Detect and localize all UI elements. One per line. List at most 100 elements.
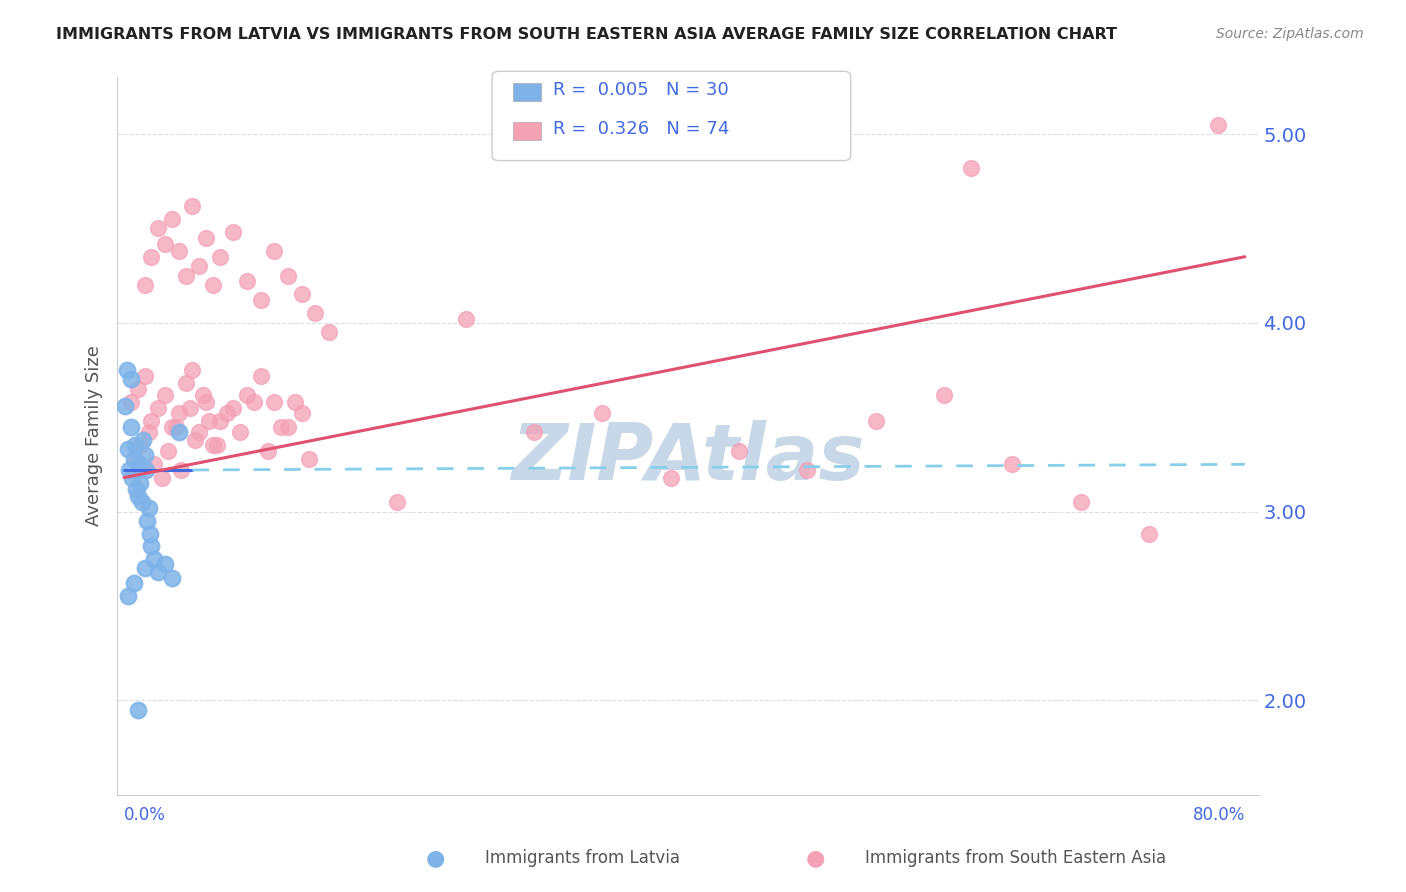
Point — [153, 558, 176, 572]
Point — [297, 451, 319, 466]
Point — [1070, 495, 1092, 509]
Point — [120, 395, 142, 409]
Point — [960, 161, 983, 175]
Point — [591, 406, 613, 420]
Point — [243, 395, 266, 409]
Point — [160, 212, 183, 227]
Point — [179, 401, 201, 415]
Point — [141, 414, 163, 428]
Point — [134, 368, 156, 383]
Point — [263, 395, 285, 409]
Point — [127, 490, 149, 504]
Point — [134, 278, 156, 293]
Point — [139, 527, 162, 541]
Point — [124, 451, 146, 466]
Point — [201, 278, 224, 293]
Text: Immigrants from South Eastern Asia: Immigrants from South Eastern Asia — [865, 849, 1166, 867]
Point — [201, 438, 224, 452]
Point — [127, 703, 149, 717]
Point — [160, 419, 183, 434]
Point — [454, 312, 477, 326]
Point — [659, 470, 682, 484]
Point — [222, 401, 245, 415]
Point — [174, 268, 197, 283]
Point — [184, 433, 207, 447]
Point — [143, 458, 166, 472]
Point — [277, 268, 299, 283]
Text: ●: ● — [426, 848, 446, 868]
Point — [131, 495, 153, 509]
Point — [121, 470, 143, 484]
Point — [118, 463, 141, 477]
Point — [222, 225, 245, 239]
Point — [141, 250, 163, 264]
Point — [215, 406, 238, 420]
Text: 80.0%: 80.0% — [1192, 806, 1244, 824]
Point — [143, 551, 166, 566]
Y-axis label: Average Family Size: Average Family Size — [86, 345, 103, 526]
Point — [263, 244, 285, 258]
Point — [134, 561, 156, 575]
Point — [229, 425, 252, 440]
Point — [1001, 458, 1024, 472]
Point — [291, 287, 314, 301]
Point — [934, 387, 956, 401]
Point — [208, 414, 231, 428]
Point — [128, 458, 150, 472]
Point — [138, 500, 160, 515]
Point — [291, 406, 314, 420]
Point — [148, 565, 170, 579]
Point — [135, 463, 157, 477]
Point — [270, 419, 292, 434]
Point — [181, 363, 204, 377]
Text: R =  0.326   N = 74: R = 0.326 N = 74 — [553, 120, 728, 138]
Point — [1137, 527, 1160, 541]
Point — [170, 463, 193, 477]
Point — [150, 470, 173, 484]
Point — [114, 399, 136, 413]
Point — [236, 387, 259, 401]
Text: ●: ● — [806, 848, 825, 868]
Point — [117, 590, 139, 604]
Point — [120, 372, 142, 386]
Text: Source: ZipAtlas.com: Source: ZipAtlas.com — [1216, 27, 1364, 41]
Point — [195, 395, 218, 409]
Text: R =  0.005   N = 30: R = 0.005 N = 30 — [553, 81, 728, 99]
Text: ZIPAtlas: ZIPAtlas — [512, 419, 865, 496]
Point — [117, 442, 139, 457]
Point — [134, 448, 156, 462]
Point — [193, 387, 215, 401]
Point — [122, 576, 145, 591]
Point — [127, 382, 149, 396]
Point — [167, 425, 190, 440]
Point — [796, 463, 818, 477]
Point — [136, 514, 159, 528]
Point — [318, 325, 340, 339]
Point — [160, 571, 183, 585]
Point — [205, 438, 228, 452]
Point — [181, 199, 204, 213]
Point — [132, 433, 155, 447]
Point — [153, 387, 176, 401]
Point — [236, 274, 259, 288]
Point — [148, 401, 170, 415]
Point — [249, 368, 271, 383]
Point — [387, 495, 409, 509]
Point — [115, 363, 138, 377]
Point — [167, 244, 190, 258]
Point — [865, 414, 887, 428]
Text: 0.0%: 0.0% — [124, 806, 166, 824]
Point — [523, 425, 546, 440]
Point — [165, 419, 187, 434]
Point — [304, 306, 326, 320]
Point — [1206, 118, 1229, 132]
Point — [195, 231, 218, 245]
Text: Immigrants from Latvia: Immigrants from Latvia — [485, 849, 681, 867]
Point — [141, 539, 163, 553]
Point — [122, 451, 145, 466]
Point — [249, 293, 271, 307]
Point — [120, 419, 142, 434]
Point — [153, 236, 176, 251]
Point — [148, 221, 170, 235]
Point — [129, 438, 152, 452]
